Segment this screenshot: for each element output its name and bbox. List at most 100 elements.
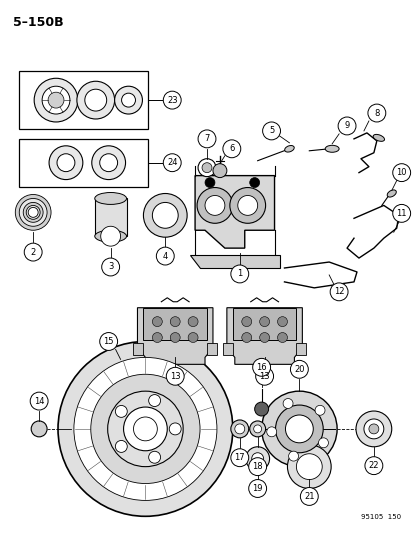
Circle shape xyxy=(245,447,269,471)
Text: 13: 13 xyxy=(169,372,180,381)
Circle shape xyxy=(42,86,70,114)
Circle shape xyxy=(163,154,181,172)
Circle shape xyxy=(85,89,107,111)
Circle shape xyxy=(255,367,273,385)
Ellipse shape xyxy=(95,230,126,242)
Circle shape xyxy=(300,488,318,505)
Text: 16: 16 xyxy=(256,363,266,372)
Bar xyxy=(95,198,126,236)
Text: 2: 2 xyxy=(31,248,36,256)
Bar xyxy=(133,343,143,356)
Text: 24: 24 xyxy=(166,158,177,167)
Circle shape xyxy=(230,265,248,283)
Polygon shape xyxy=(190,255,279,268)
Polygon shape xyxy=(226,308,301,365)
Circle shape xyxy=(143,193,187,237)
Ellipse shape xyxy=(95,192,126,205)
Circle shape xyxy=(30,392,48,410)
Text: 5–150B: 5–150B xyxy=(13,15,64,29)
Text: 9: 9 xyxy=(344,122,349,131)
Circle shape xyxy=(19,198,47,227)
Text: 12: 12 xyxy=(333,287,344,296)
Circle shape xyxy=(58,342,232,516)
Circle shape xyxy=(57,154,75,172)
Ellipse shape xyxy=(372,134,384,141)
Circle shape xyxy=(114,86,142,114)
Circle shape xyxy=(230,420,248,438)
Text: 6: 6 xyxy=(228,144,234,154)
Text: 95105  150: 95105 150 xyxy=(360,514,400,520)
Text: 13: 13 xyxy=(259,372,269,381)
Circle shape xyxy=(202,163,211,173)
Text: 17: 17 xyxy=(234,453,244,462)
Circle shape xyxy=(148,394,160,407)
Circle shape xyxy=(15,195,51,230)
Circle shape xyxy=(100,154,117,172)
Circle shape xyxy=(102,258,119,276)
Circle shape xyxy=(123,407,167,451)
Polygon shape xyxy=(143,308,206,340)
Circle shape xyxy=(251,453,263,465)
Circle shape xyxy=(262,122,280,140)
Circle shape xyxy=(259,317,269,327)
Circle shape xyxy=(152,317,162,327)
Bar xyxy=(19,139,148,187)
Circle shape xyxy=(234,424,244,434)
Circle shape xyxy=(121,93,135,107)
Ellipse shape xyxy=(325,146,338,152)
Text: 3: 3 xyxy=(108,262,113,271)
Circle shape xyxy=(115,440,127,453)
Circle shape xyxy=(287,445,330,489)
Circle shape xyxy=(169,423,181,435)
Text: 8: 8 xyxy=(373,109,379,118)
Text: 23: 23 xyxy=(166,95,177,104)
Circle shape xyxy=(188,317,197,327)
Text: 21: 21 xyxy=(303,492,314,501)
Circle shape xyxy=(277,317,287,327)
Text: 4: 4 xyxy=(162,252,168,261)
Circle shape xyxy=(166,367,184,385)
Circle shape xyxy=(248,458,266,475)
Circle shape xyxy=(34,78,78,122)
Circle shape xyxy=(237,196,257,215)
Circle shape xyxy=(249,421,265,437)
Circle shape xyxy=(330,283,347,301)
Circle shape xyxy=(248,480,266,497)
Circle shape xyxy=(241,317,251,327)
Bar xyxy=(296,343,306,356)
Circle shape xyxy=(204,196,224,215)
Circle shape xyxy=(355,411,391,447)
Ellipse shape xyxy=(386,190,395,197)
Polygon shape xyxy=(195,175,274,248)
Circle shape xyxy=(275,405,323,453)
Polygon shape xyxy=(232,308,296,340)
Circle shape xyxy=(100,227,120,246)
Circle shape xyxy=(212,164,226,177)
Text: 11: 11 xyxy=(396,209,406,218)
Circle shape xyxy=(230,449,248,467)
Circle shape xyxy=(188,333,197,343)
Circle shape xyxy=(337,117,355,135)
Circle shape xyxy=(318,438,328,448)
Bar xyxy=(222,343,232,356)
Ellipse shape xyxy=(284,146,294,152)
Circle shape xyxy=(156,247,174,265)
Circle shape xyxy=(253,425,261,433)
Circle shape xyxy=(204,177,214,188)
Circle shape xyxy=(259,333,269,343)
Circle shape xyxy=(197,188,232,223)
Circle shape xyxy=(100,333,117,350)
Text: 20: 20 xyxy=(293,365,304,374)
Circle shape xyxy=(170,333,180,343)
Circle shape xyxy=(222,140,240,158)
Circle shape xyxy=(197,130,216,148)
Circle shape xyxy=(31,421,47,437)
Circle shape xyxy=(296,454,321,480)
Text: 15: 15 xyxy=(103,337,114,346)
Text: 5: 5 xyxy=(268,126,273,135)
Circle shape xyxy=(367,104,385,122)
Circle shape xyxy=(170,317,180,327)
Circle shape xyxy=(229,188,265,223)
Circle shape xyxy=(152,333,162,343)
Circle shape xyxy=(261,391,336,467)
